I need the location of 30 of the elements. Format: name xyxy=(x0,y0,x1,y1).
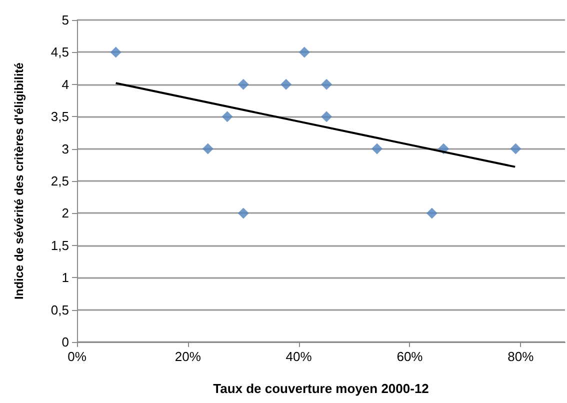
x-tick-label: 40% xyxy=(286,349,312,364)
y-tick-label: 2,5 xyxy=(50,174,69,188)
point xyxy=(372,143,383,154)
point xyxy=(321,111,332,122)
point xyxy=(510,143,522,154)
y-tick-label: 0,5 xyxy=(50,302,69,318)
y-tick-label: 2 xyxy=(62,206,69,221)
y-axis-title: Indice de sévérité des critères d'éligibilité xyxy=(12,62,26,300)
y-tick-label: 4,5 xyxy=(50,44,69,60)
y-tick-label: 1,5 xyxy=(50,238,69,253)
y-tick-label: 3 xyxy=(62,141,69,156)
y-tick-label: 5 xyxy=(62,12,69,28)
point xyxy=(238,208,249,219)
point xyxy=(321,78,332,90)
point xyxy=(202,143,214,154)
point xyxy=(238,78,249,90)
x-tick-label: 80% xyxy=(508,349,534,364)
point xyxy=(426,208,438,219)
point xyxy=(110,46,122,58)
point xyxy=(280,78,292,90)
x-tick-label: 20% xyxy=(174,349,202,364)
y-tick-label: 3,5 xyxy=(50,109,69,124)
point xyxy=(298,46,310,58)
x-tick-label: 60% xyxy=(396,349,424,364)
y-tick-label: 0 xyxy=(62,334,69,350)
y-tick-label: 1 xyxy=(62,270,69,286)
point xyxy=(222,111,233,122)
y-tick-label: 4 xyxy=(62,76,69,92)
x-tick-label: 0% xyxy=(68,349,87,364)
x-axis-title: Taux de couverture moyen 2000-12 xyxy=(213,381,429,396)
